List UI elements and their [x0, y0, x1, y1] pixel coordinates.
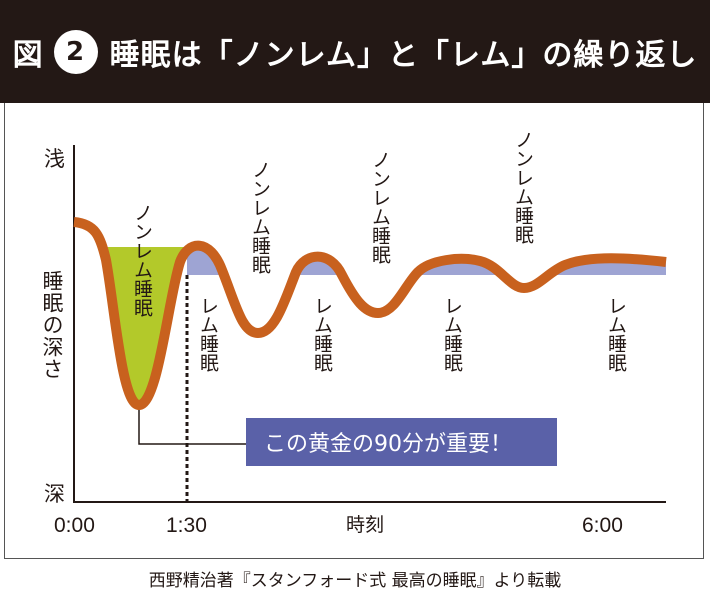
title-text: 睡眠は「ノンレム」と「レム」の繰り返し — [109, 37, 698, 73]
y-axis-title: 睡眠の深さ — [40, 270, 64, 380]
sleep-depth-curve — [73, 217, 667, 410]
x-tick-label: 1:30 — [166, 514, 207, 537]
figure-number-badge: 2 — [53, 29, 98, 74]
figure-label: 図 — [12, 37, 44, 73]
phase-label-nonrem: ノンレム睡眠 — [369, 150, 391, 264]
phase-label-rem: レム睡眠 — [311, 296, 333, 372]
phase-label-rem: レム睡眠 — [441, 296, 463, 372]
figure-title: 図 2 睡眠は「ノンレム」と「レム」の繰り返し — [0, 0, 710, 103]
phase-label-nonrem: ノンレム睡眠 — [512, 130, 534, 244]
phase-label-rem: レム睡眠 — [197, 296, 219, 372]
header-band — [0, 0, 710, 103]
phase-label-nonrem: ノンレム睡眠 — [249, 160, 271, 274]
callout-box — [246, 418, 557, 466]
y-axis-top-label: 浅 — [44, 147, 65, 171]
phase-label-nonrem: ノンレム睡眠 — [131, 203, 153, 317]
callout-text: この黄金の90分が重要！ — [264, 432, 512, 457]
callout-connector-line — [138, 405, 250, 445]
x-axis-title: 時刻 — [346, 514, 384, 536]
phase-label-rem: レム睡眠 — [605, 296, 627, 372]
y-axis-bottom-label: 深 — [44, 482, 65, 506]
x-tick-label: 0:00 — [54, 514, 95, 537]
source-credit: 西野精治著『スタンフォード式 最高の睡眠』より転載 — [148, 571, 562, 591]
x-tick-label: 6:00 — [582, 514, 623, 537]
